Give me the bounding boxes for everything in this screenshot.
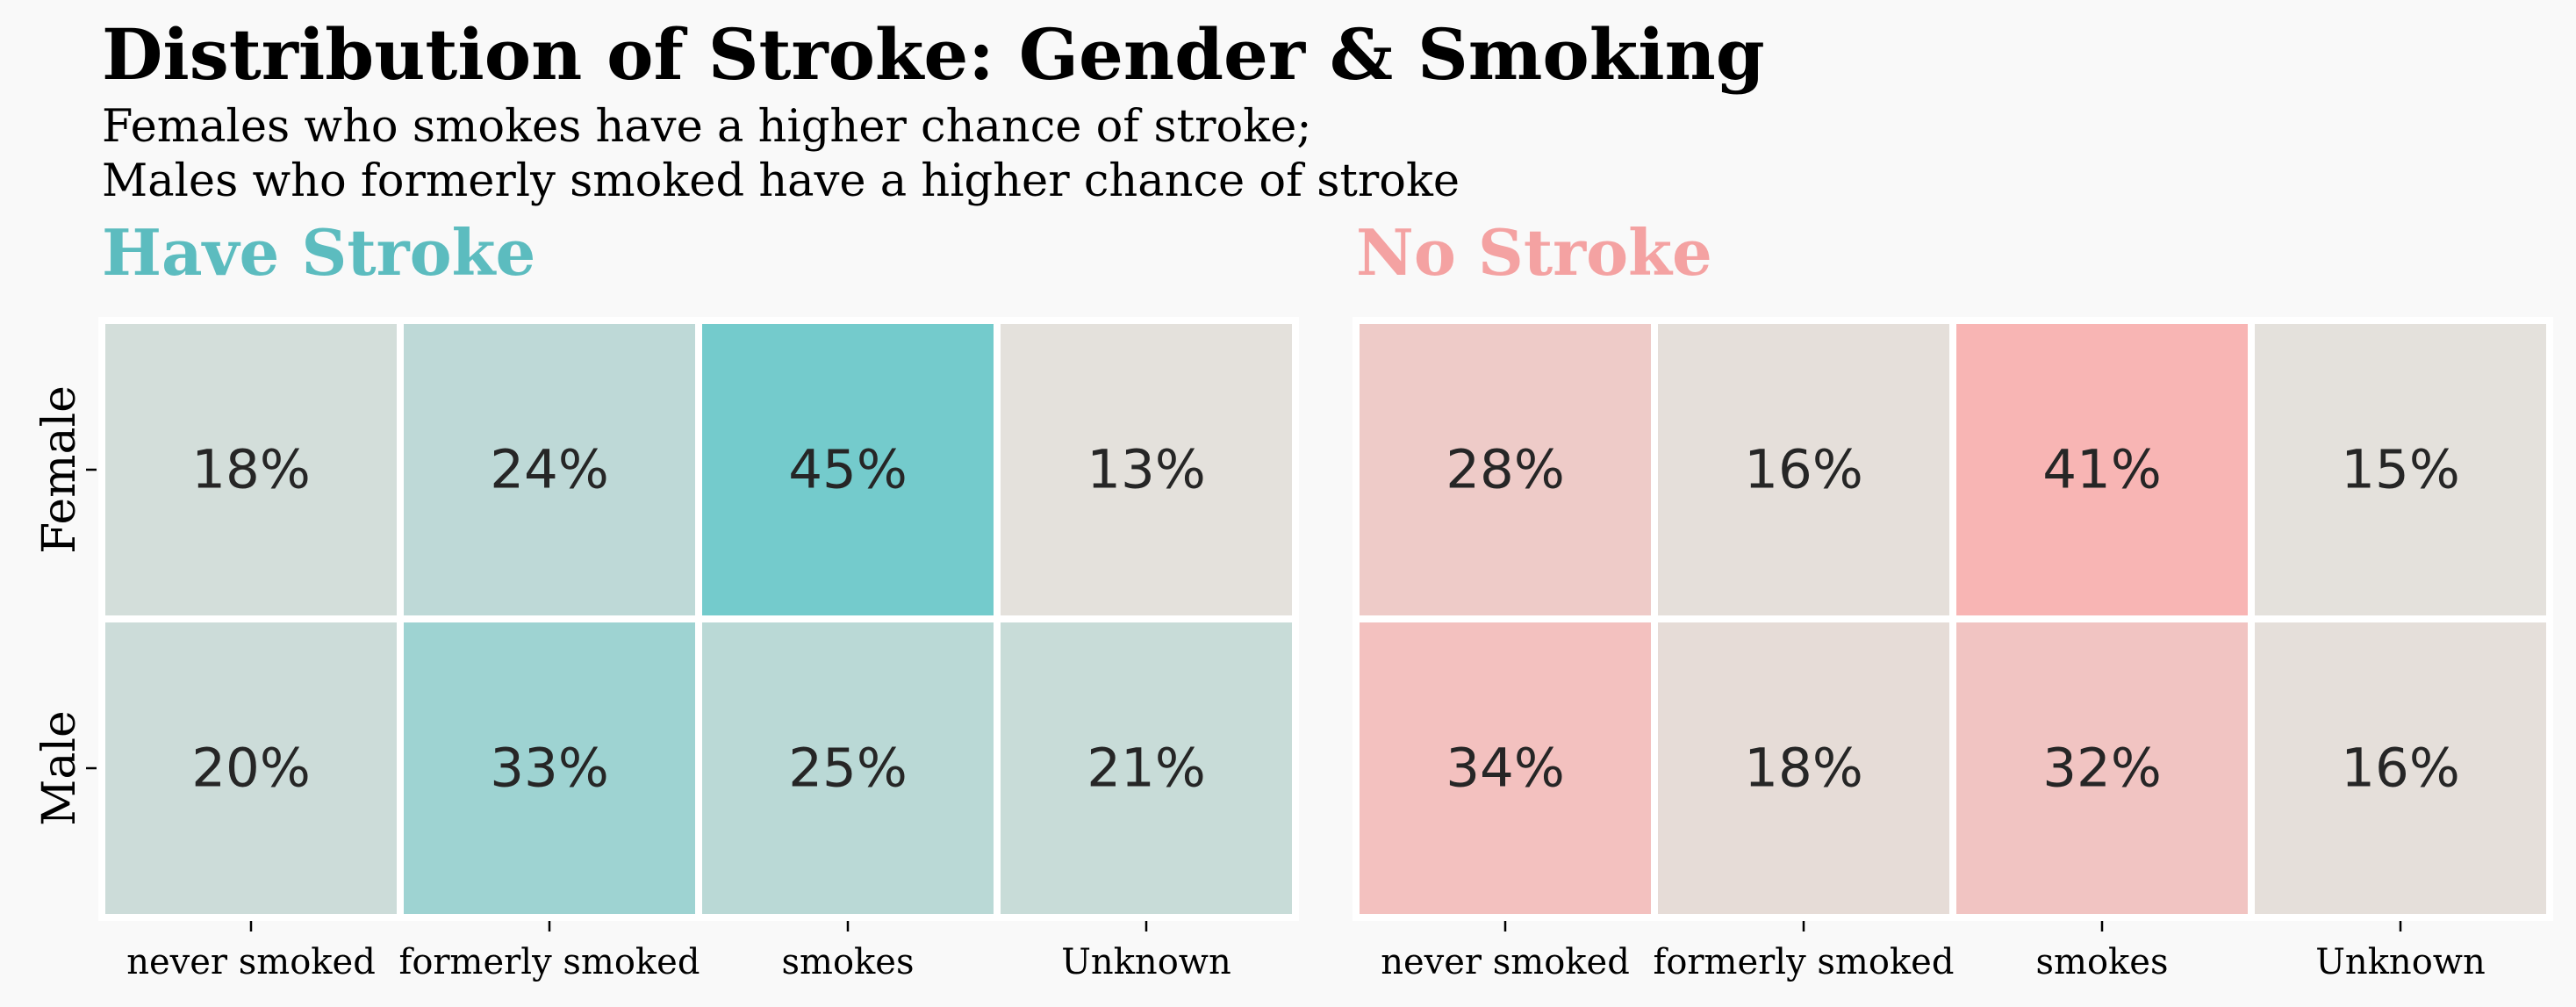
chart-title: Distribution of Stroke: Gender & Smoking [102,13,1765,96]
cell-value-label: 21% [1087,737,1206,800]
x-tick-label: never smoked [1381,942,1630,982]
cell-value-label: 45% [788,439,908,501]
cell-value-label: 15% [2341,439,2460,501]
cell-value-label: 28% [1446,439,1565,501]
x-tick-label: smokes [2036,942,2169,982]
y-tick-label: Male [33,710,86,826]
x-tick-label: Unknown [2315,942,2486,982]
cell-value-label: 24% [490,439,609,501]
cell-value-label: 33% [490,737,609,800]
y-tick-label: Female [33,385,86,554]
panel-title-have-stroke: Have Stroke [102,215,536,290]
cell-value-label: 34% [1446,737,1565,800]
x-tick-label: Unknown [1061,942,1231,982]
heatmap-cell [1353,615,1658,921]
cell-value-label: 16% [1744,439,1863,501]
heatmap-cell [2248,317,2553,622]
x-tick-label: formerly smoked [1654,942,1955,982]
heatmap-cell [1949,615,2255,921]
cell-value-label: 41% [2042,439,2162,501]
heatmap-cell [98,317,404,622]
heatmap-cell [994,615,1299,921]
heatmap-cell [98,615,404,921]
heatmap-cell [1949,317,2255,622]
cell-value-label: 16% [2341,737,2460,800]
cell-value-label: 13% [1087,439,1206,501]
heatmap-cell [695,317,1001,622]
chart-subtitle: Females who smokes have a higher chance … [102,100,1460,209]
x-tick-label: never smoked [126,942,376,982]
x-tick-label: smokes [782,942,915,982]
subtitle-line-2: Males who formerly smoked have a higher … [102,155,1460,207]
heatmap-cell [1651,615,1956,921]
cell-value-label: 18% [1744,737,1863,800]
subtitle-line-1: Females who smokes have a higher chance … [102,101,1312,153]
cell-value-label: 32% [2042,737,2162,800]
heatmap-cell [695,615,1001,921]
cell-value-label: 20% [191,737,311,800]
heatmap-panel-no-stroke: 28% 16% 41% 15% 34% 18% 32% 16% never smoked form… [1353,317,2553,982]
heatmap-cell [994,317,1299,622]
heatmap-panel-have-stroke: 18% 24% 45% 13% 20% 33% 25% 21% never smoked form… [33,317,1299,982]
panel-title-no-stroke: No Stroke [1356,215,1712,290]
cell-value-label: 25% [788,737,908,800]
heatmap-cell [397,615,702,921]
x-tick-label: formerly smoked [399,942,700,982]
cell-value-label: 18% [191,439,311,501]
heatmap-cell [2248,615,2553,921]
